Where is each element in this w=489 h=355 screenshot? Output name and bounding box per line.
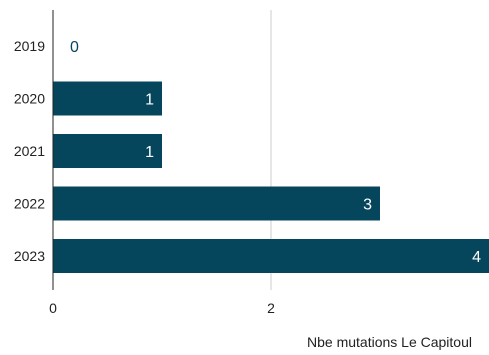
y-tick-label-2023: 2023: [14, 248, 45, 264]
bar-2022: [53, 186, 380, 221]
axis-layer: 0 2 2019 2020 2021 2022 2023: [14, 10, 275, 316]
x-tick-label-0: 0: [49, 300, 57, 316]
x-tick-label-2: 2: [267, 300, 275, 316]
data-label-2020: 1: [145, 92, 154, 109]
bars-layer: [53, 81, 489, 273]
bar-2020: [53, 81, 162, 116]
data-label-2023: 4: [472, 249, 481, 266]
x-axis-title: Nbe mutations Le Capitoul: [307, 334, 472, 350]
y-tick-label-2020: 2020: [14, 91, 45, 107]
bar-2021: [53, 134, 162, 168]
y-tick-label-2021: 2021: [14, 143, 45, 159]
data-label-2022: 3: [363, 197, 372, 214]
data-label-2019: 0: [70, 39, 79, 56]
bar-2023: [53, 239, 489, 273]
labels-layer: 0 1 1 3 4: [70, 39, 481, 266]
y-tick-label-2022: 2022: [14, 196, 45, 212]
y-tick-label-2019: 2019: [14, 38, 45, 54]
data-label-2021: 1: [145, 144, 154, 161]
